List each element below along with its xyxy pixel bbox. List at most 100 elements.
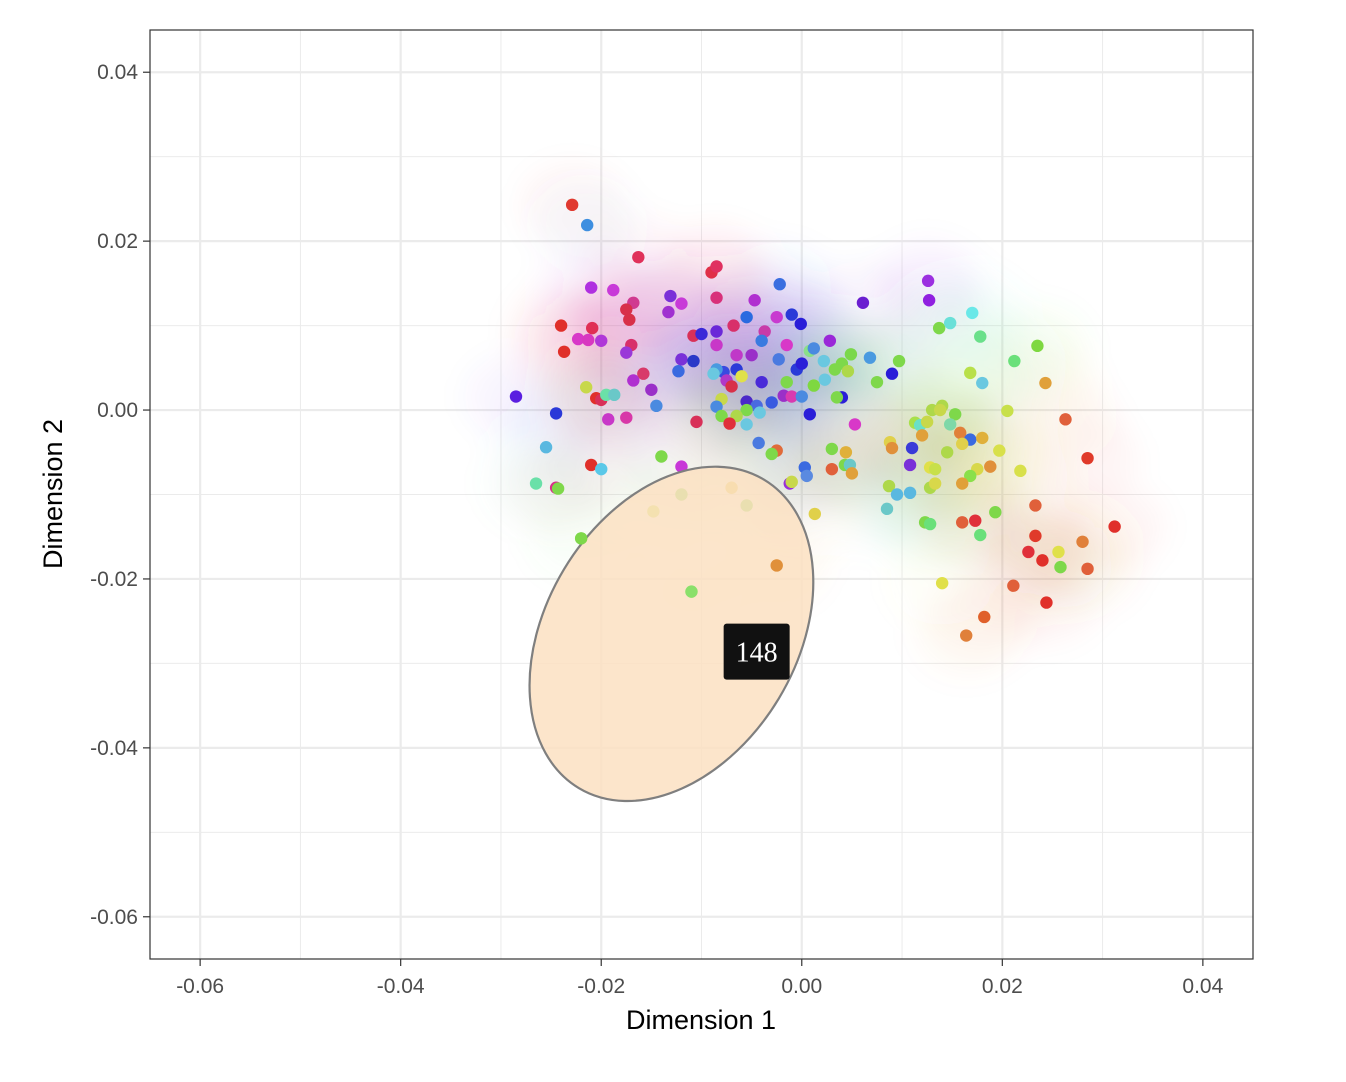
data-point[interactable]: [580, 218, 594, 232]
data-point[interactable]: [765, 447, 778, 461]
data-point[interactable]: [780, 338, 793, 352]
data-point[interactable]: [710, 260, 723, 273]
data-point[interactable]: [752, 436, 765, 450]
data-point[interactable]: [1081, 451, 1094, 465]
highlight-ellipse[interactable]: [471, 415, 871, 852]
data-point[interactable]: [818, 373, 832, 386]
data-point[interactable]: [922, 294, 936, 307]
data-point[interactable]: [1039, 376, 1052, 390]
data-point[interactable]: [772, 353, 785, 366]
data-point[interactable]: [1022, 545, 1035, 559]
data-point[interactable]: [753, 406, 766, 419]
data-point[interactable]: [595, 334, 608, 347]
data-point[interactable]: [943, 418, 957, 431]
data-point[interactable]: [1007, 579, 1020, 592]
data-point[interactable]: [817, 354, 831, 368]
data-point[interactable]: [723, 417, 736, 430]
data-point[interactable]: [1031, 339, 1044, 353]
data-point[interactable]: [1054, 560, 1067, 574]
data-point[interactable]: [956, 516, 969, 529]
data-point[interactable]: [655, 450, 668, 463]
data-point[interactable]: [933, 403, 947, 417]
data-point[interactable]: [856, 296, 870, 309]
data-point[interactable]: [943, 316, 957, 330]
data-point[interactable]: [727, 319, 740, 332]
data-point[interactable]: [509, 390, 523, 403]
data-point[interactable]: [770, 559, 783, 572]
data-point[interactable]: [828, 363, 842, 376]
data-point[interactable]: [795, 390, 808, 403]
data-point[interactable]: [780, 375, 793, 389]
data-point[interactable]: [830, 391, 844, 404]
data-point[interactable]: [710, 325, 723, 338]
data-point[interactable]: [905, 441, 919, 455]
data-point[interactable]: [915, 429, 929, 442]
data-point[interactable]: [687, 354, 700, 368]
data-point[interactable]: [807, 342, 821, 355]
data-point[interactable]: [645, 383, 658, 396]
data-point[interactable]: [966, 306, 979, 320]
data-point[interactable]: [1081, 562, 1094, 576]
data-point[interactable]: [710, 400, 723, 413]
data-point[interactable]: [964, 366, 977, 380]
data-point[interactable]: [675, 297, 688, 310]
data-point[interactable]: [1014, 464, 1027, 478]
data-point[interactable]: [695, 327, 708, 341]
data-point[interactable]: [685, 585, 698, 598]
data-point[interactable]: [765, 396, 778, 409]
data-point[interactable]: [1029, 529, 1042, 543]
data-point[interactable]: [755, 375, 768, 389]
data-point[interactable]: [803, 408, 816, 421]
data-point[interactable]: [748, 294, 761, 307]
data-point[interactable]: [863, 351, 877, 364]
data-point[interactable]: [770, 310, 783, 324]
data-point[interactable]: [607, 283, 620, 297]
data-point[interactable]: [1029, 499, 1042, 512]
data-point[interactable]: [880, 502, 894, 516]
data-point[interactable]: [956, 437, 969, 451]
data-point[interactable]: [844, 348, 858, 361]
data-point[interactable]: [870, 375, 884, 389]
data-point[interactable]: [620, 346, 633, 359]
data-point[interactable]: [725, 380, 738, 393]
data-point[interactable]: [551, 482, 565, 495]
data-point[interactable]: [602, 413, 615, 426]
data-point[interactable]: [839, 446, 853, 459]
data-point[interactable]: [707, 367, 720, 380]
data-point[interactable]: [755, 334, 768, 347]
data-point[interactable]: [984, 460, 997, 473]
data-point[interactable]: [928, 462, 942, 476]
data-point[interactable]: [664, 289, 677, 303]
data-point[interactable]: [885, 441, 899, 455]
data-point[interactable]: [650, 399, 663, 413]
data-point[interactable]: [825, 462, 839, 476]
data-point[interactable]: [974, 528, 987, 542]
data-point[interactable]: [794, 317, 807, 331]
data-point[interactable]: [825, 442, 839, 456]
data-point[interactable]: [637, 367, 650, 380]
data-point[interactable]: [595, 462, 608, 476]
data-point[interactable]: [672, 364, 685, 378]
data-point[interactable]: [890, 488, 904, 501]
data-point[interactable]: [715, 409, 728, 423]
data-point[interactable]: [632, 250, 645, 264]
data-point[interactable]: [1040, 596, 1053, 609]
data-point[interactable]: [989, 506, 1002, 519]
data-point[interactable]: [710, 338, 723, 352]
data-point[interactable]: [557, 345, 571, 358]
data-point[interactable]: [935, 576, 949, 590]
data-point[interactable]: [620, 411, 633, 424]
data-point[interactable]: [800, 469, 813, 483]
data-point[interactable]: [1108, 520, 1121, 533]
data-point[interactable]: [841, 364, 855, 378]
data-point[interactable]: [948, 408, 962, 421]
data-point[interactable]: [1036, 554, 1049, 567]
data-point[interactable]: [549, 407, 563, 420]
data-point[interactable]: [627, 374, 640, 387]
data-point[interactable]: [730, 348, 743, 362]
data-point[interactable]: [608, 388, 621, 402]
data-point[interactable]: [956, 477, 969, 490]
data-point[interactable]: [974, 330, 987, 343]
data-point[interactable]: [976, 431, 989, 445]
data-point[interactable]: [920, 415, 934, 429]
